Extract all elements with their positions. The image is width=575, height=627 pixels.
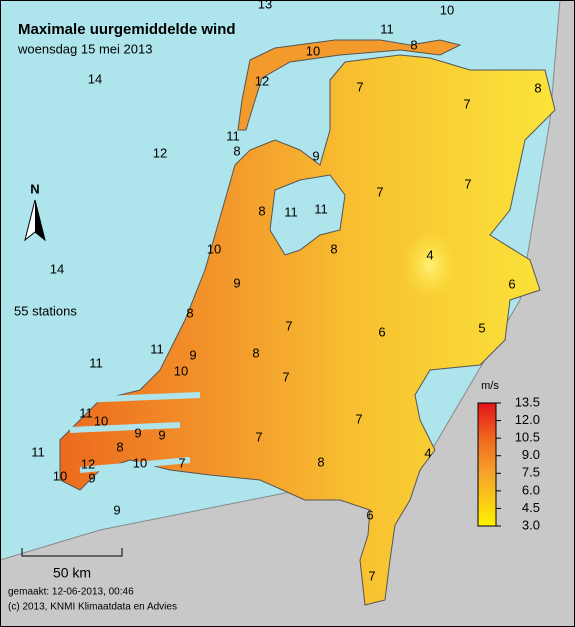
station-value: 14 bbox=[88, 71, 102, 86]
legend-tick-label: 6.0 bbox=[522, 482, 540, 497]
ijsselmeer bbox=[269, 174, 346, 256]
station-value: 7 bbox=[356, 79, 363, 94]
station-value: 10 bbox=[306, 43, 320, 58]
station-value: 10 bbox=[133, 455, 147, 470]
legend-tick-label: 10.5 bbox=[515, 430, 540, 445]
station-value: 8 bbox=[233, 143, 240, 158]
station-value: 11 bbox=[89, 355, 103, 370]
station-value: 11 bbox=[284, 204, 298, 219]
station-value: 7 bbox=[285, 318, 292, 333]
scale-bar bbox=[21, 548, 123, 557]
legend-unit: m/s bbox=[481, 380, 499, 392]
subtitle: woensdag 15 mei 2013 bbox=[17, 41, 152, 56]
station-value: 7 bbox=[355, 411, 362, 426]
station-value: 14 bbox=[50, 261, 64, 276]
legend-tick-label: 7.5 bbox=[522, 465, 540, 480]
scale-label: 50 km bbox=[53, 565, 91, 581]
station-value: 8 bbox=[410, 37, 417, 52]
station-value: 12 bbox=[153, 145, 167, 160]
station-value: 8 bbox=[252, 345, 259, 360]
station-value: 7 bbox=[464, 176, 471, 191]
legend-tick-label: 4.5 bbox=[522, 500, 540, 515]
station-value: 9 bbox=[233, 275, 240, 290]
station-value: 11 bbox=[226, 128, 240, 143]
station-value: 6 bbox=[378, 324, 385, 339]
low-wind-area bbox=[402, 230, 458, 300]
footer-made: gemaakt: 12-06-2013, 00:46 bbox=[8, 587, 134, 598]
legend-tick-label: 9.0 bbox=[522, 447, 540, 462]
station-value: 11 bbox=[380, 21, 394, 36]
station-value: 5 bbox=[478, 320, 485, 335]
station-value: 10 bbox=[207, 241, 221, 256]
station-value: 11 bbox=[31, 444, 45, 459]
legend-tick-label: 13.5 bbox=[515, 394, 540, 409]
station-value: 7 bbox=[255, 429, 262, 444]
station-value: 8 bbox=[186, 305, 193, 320]
station-value: 13 bbox=[258, 0, 272, 11]
north-label: N bbox=[30, 181, 39, 196]
station-value: 7 bbox=[178, 455, 185, 470]
station-value: 11 bbox=[79, 405, 93, 420]
station-value: 8 bbox=[534, 80, 541, 95]
estuaries bbox=[69, 392, 201, 473]
footer-copyright: (c) 2013, KNMI Klimaatdata en Advies bbox=[8, 602, 177, 613]
station-value: 11 bbox=[150, 341, 164, 356]
station-value: 10 bbox=[53, 468, 67, 483]
station-value: 9 bbox=[189, 347, 196, 362]
station-value: 9 bbox=[312, 148, 319, 163]
north-arrow-dark bbox=[35, 200, 45, 240]
station-value: 6 bbox=[508, 276, 515, 291]
station-value: 11 bbox=[314, 201, 328, 216]
station-value: 9 bbox=[158, 427, 165, 442]
title: Maximale uurgemiddelde wind bbox=[18, 21, 236, 38]
station-value: 4 bbox=[426, 247, 433, 262]
station-value: 6 bbox=[366, 507, 373, 522]
station-value: 4 bbox=[424, 445, 431, 460]
station-value: 9 bbox=[134, 425, 141, 440]
station-value: 10 bbox=[440, 2, 454, 17]
station-value: 12 bbox=[81, 456, 95, 471]
legend-colorbar bbox=[477, 402, 497, 527]
station-value: 7 bbox=[376, 184, 383, 199]
station-value: 10 bbox=[174, 363, 188, 378]
station-value: 8 bbox=[116, 439, 123, 454]
wadden-islands bbox=[237, 39, 462, 131]
station-value: 12 bbox=[255, 73, 269, 88]
station-value: 9 bbox=[88, 470, 95, 485]
station-value: 7 bbox=[463, 96, 470, 111]
station-value: 7 bbox=[368, 568, 375, 583]
station-value: 7 bbox=[282, 369, 289, 384]
legend-tick-label: 3.0 bbox=[522, 517, 540, 532]
station-value: 8 bbox=[330, 241, 337, 256]
station-value: 8 bbox=[317, 454, 324, 469]
netherlands bbox=[59, 54, 556, 606]
station-value: 9 bbox=[113, 502, 120, 517]
station-value: 8 bbox=[258, 203, 265, 218]
legend-tick-label: 12.0 bbox=[515, 412, 540, 427]
station-value: 10 bbox=[94, 413, 108, 428]
station-count: 55 stations bbox=[14, 303, 77, 318]
